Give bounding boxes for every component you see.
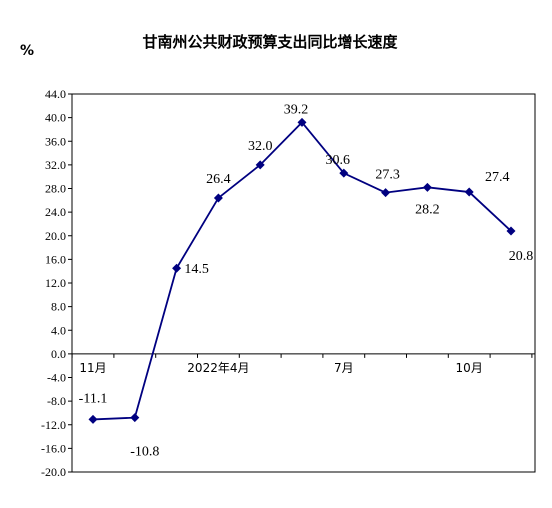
y-axis-ticks: 44.0 40.0 36.0 32.0 28.0 24.0 20.0 16.0 12.0 8.0 4… [41, 87, 72, 479]
series-line-group [88, 117, 516, 424]
x-tick-label: 10月 [456, 361, 483, 375]
data-label: 27.4 [485, 170, 510, 185]
data-label: -11.1 [79, 391, 108, 406]
data-point-marker [172, 263, 182, 273]
y-tick-label: -4.0 [47, 371, 66, 385]
y-tick-label: 4.0 [51, 323, 66, 337]
data-label: 14.5 [184, 262, 209, 277]
y-tick-label: -16.0 [41, 441, 66, 455]
data-point-marker [339, 168, 349, 178]
y-tick-label: -20.0 [41, 465, 66, 479]
data-point-marker [297, 117, 307, 127]
data-point-marker [130, 413, 140, 423]
data-label: 30.6 [326, 153, 351, 168]
data-point-marker [506, 226, 516, 236]
data-label: 27.3 [375, 168, 400, 183]
y-tick-label: -12.0 [41, 418, 66, 432]
y-tick-label: 0.0 [51, 347, 66, 361]
y-tick-label: 24.0 [45, 205, 66, 219]
chart-title: 甘南州公共财政预算支出同比增长速度 [142, 33, 398, 51]
y-tick-label: 16.0 [45, 252, 66, 266]
series-line [92, 121, 512, 421]
y-tick-label: 28.0 [45, 182, 66, 196]
data-point-marker [88, 414, 98, 424]
y-tick-label: 8.0 [51, 300, 66, 314]
x-tick-label: 11月 [79, 361, 106, 375]
data-point-marker [381, 188, 391, 198]
data-label: 39.2 [284, 102, 309, 117]
data-label: 20.8 [509, 249, 534, 264]
y-unit-label: % [20, 43, 34, 59]
data-label: -10.8 [130, 445, 159, 460]
y-tick-label: 44.0 [45, 87, 66, 101]
data-point-marker [213, 193, 223, 203]
data-point-marker [255, 160, 265, 170]
data-labels: -11.1 -10.8 14.5 26.4 32.0 39.2 30.6 27.3 28.2 27… [79, 102, 534, 459]
y-tick-label: 12.0 [45, 276, 66, 290]
data-point-marker [464, 187, 474, 197]
x-tick-label: 2022年4月 [187, 361, 249, 375]
plot-area [71, 93, 536, 473]
data-point-marker [422, 182, 432, 192]
y-tick-label: -8.0 [47, 394, 66, 408]
data-label: 32.0 [248, 139, 273, 154]
data-label: 28.2 [415, 202, 440, 217]
y-tick-label: 36.0 [45, 134, 66, 148]
y-tick-label: 20.0 [45, 229, 66, 243]
y-tick-label: 32.0 [45, 158, 66, 172]
data-label: 26.4 [206, 172, 231, 187]
y-tick-label: 40.0 [45, 111, 66, 125]
x-axis-ticks: 11月 2022年4月 7月 10月 [71, 353, 533, 375]
x-tick-label: 7月 [334, 361, 354, 375]
